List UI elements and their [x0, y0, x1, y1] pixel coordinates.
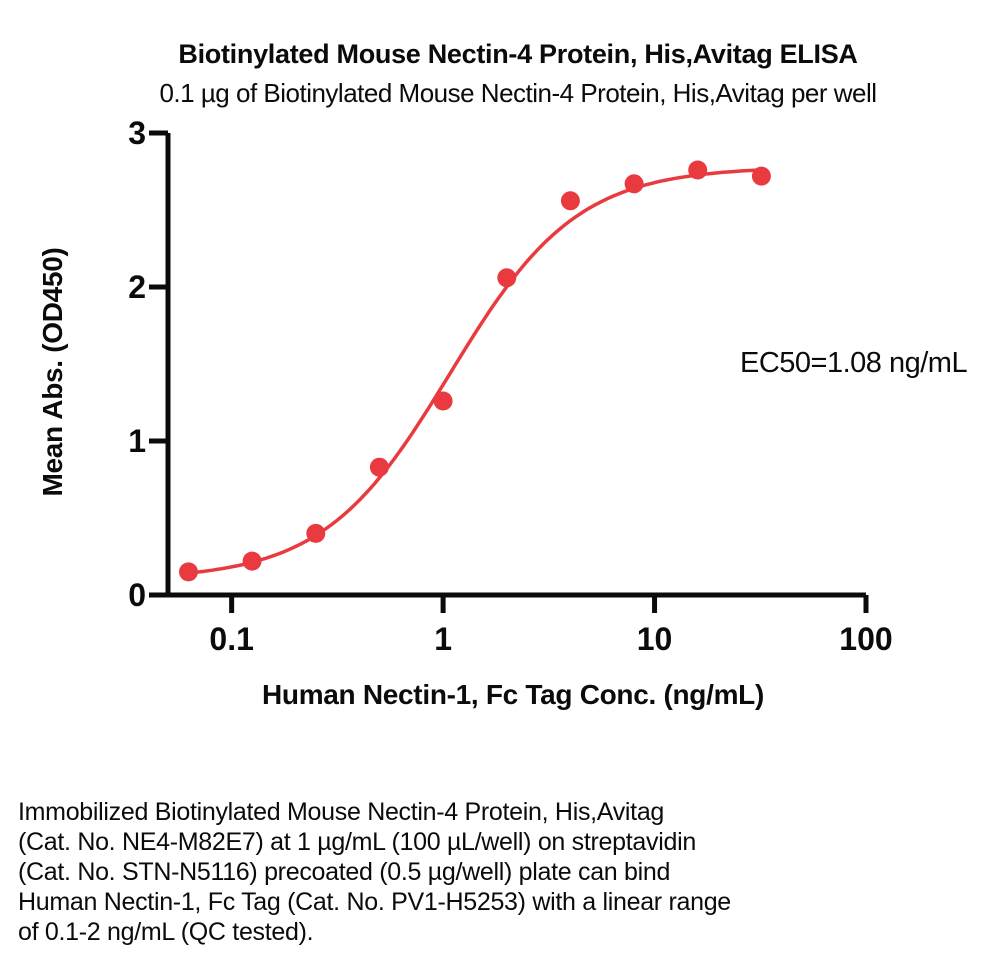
data-point: [242, 551, 262, 571]
data-point: [751, 166, 771, 186]
x-tick-label: 10: [637, 621, 673, 657]
data-point: [497, 268, 517, 288]
description-line: Immobilized Biotinylated Mouse Nectin-4 …: [18, 798, 665, 826]
y-tick-label: 3: [128, 115, 146, 151]
description-line: Human Nectin-1, Fc Tag (Cat. No. PV1-H52…: [18, 888, 731, 916]
ec50-annotation: EC50=1.08 ng/mL: [740, 347, 967, 379]
chart-title: Biotinylated Mouse Nectin-4 Protein, His…: [178, 39, 857, 69]
data-layer: [179, 160, 771, 582]
data-point: [624, 174, 644, 194]
data-point: [179, 562, 198, 582]
y-tick-label: 0: [128, 577, 146, 613]
y-tick-label: 1: [128, 423, 146, 459]
description-line: of 0.1-2 ng/mL (QC tested).: [18, 918, 314, 946]
x-axis-title: Human Nectin-1, Fc Tag Conc. (ng/mL): [262, 679, 764, 710]
axes-layer: 0 1 2 3 0.1 1 10 100: [128, 115, 892, 657]
x-tick-label: 1: [434, 621, 452, 657]
description: Immobilized Biotinylated Mouse Nectin-4 …: [18, 797, 918, 947]
data-point: [688, 160, 708, 180]
description-line: (Cat. No. STN-N5116) precoated (0.5 µg/w…: [18, 858, 671, 886]
y-axis-title: Mean Abs. (OD450): [37, 247, 68, 496]
fit-curve: [188, 168, 762, 575]
data-point: [433, 391, 453, 411]
description-line: (Cat. No. NE4-M82E7) at 1 µg/mL (100 µL/…: [18, 828, 696, 856]
chart-subtitle: 0.1 µg of Biotinylated Mouse Nectin-4 Pr…: [159, 78, 876, 108]
x-tick-label: 0.1: [209, 621, 253, 657]
y-tick-label: 2: [128, 269, 146, 305]
data-point: [306, 523, 326, 543]
data-point: [369, 457, 389, 477]
data-point: [560, 191, 580, 211]
x-tick-label: 100: [839, 621, 892, 657]
